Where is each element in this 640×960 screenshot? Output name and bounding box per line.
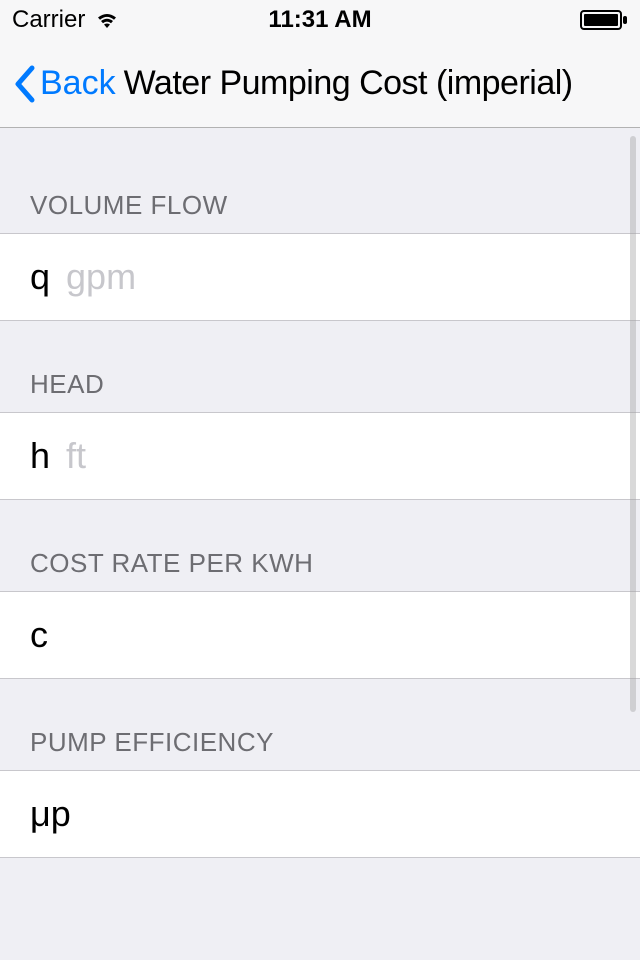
status-right	[580, 9, 628, 31]
status-bar: Carrier 11:31 AM	[0, 0, 640, 40]
page-title: Water Pumping Cost (imperial)	[124, 64, 573, 103]
section-header-volume-flow: VOLUME FLOW	[0, 128, 640, 233]
wifi-icon	[93, 10, 121, 30]
back-label: Back	[40, 64, 116, 103]
symbol-mup: μp	[30, 793, 71, 835]
status-left: Carrier	[12, 6, 121, 34]
input-volume-flow[interactable]	[66, 256, 610, 298]
status-time: 11:31 AM	[268, 6, 371, 34]
input-cost-rate[interactable]	[64, 614, 610, 656]
battery-icon	[580, 9, 628, 31]
section-header-pump-efficiency: PUMP EFFICIENCY	[0, 679, 640, 770]
back-button[interactable]: Back	[12, 64, 116, 104]
input-row-volume-flow[interactable]: q	[0, 233, 640, 321]
content-scroll[interactable]: VOLUME FLOW q HEAD h COST RATE PER KWH c…	[0, 128, 640, 960]
input-pump-efficiency[interactable]	[87, 793, 610, 835]
input-head[interactable]	[66, 435, 610, 477]
input-row-pump-efficiency[interactable]: μp	[0, 770, 640, 858]
nav-bar: Back Water Pumping Cost (imperial)	[0, 40, 640, 128]
carrier-label: Carrier	[12, 6, 85, 34]
chevron-left-icon	[12, 64, 36, 104]
symbol-h: h	[30, 435, 50, 477]
section-header-cost-rate: COST RATE PER KWH	[0, 500, 640, 591]
symbol-c: c	[30, 614, 48, 656]
input-row-head[interactable]: h	[0, 412, 640, 500]
scroll-indicator	[630, 136, 636, 712]
input-row-cost-rate[interactable]: c	[0, 591, 640, 679]
symbol-q: q	[30, 256, 50, 298]
section-header-head: HEAD	[0, 321, 640, 412]
